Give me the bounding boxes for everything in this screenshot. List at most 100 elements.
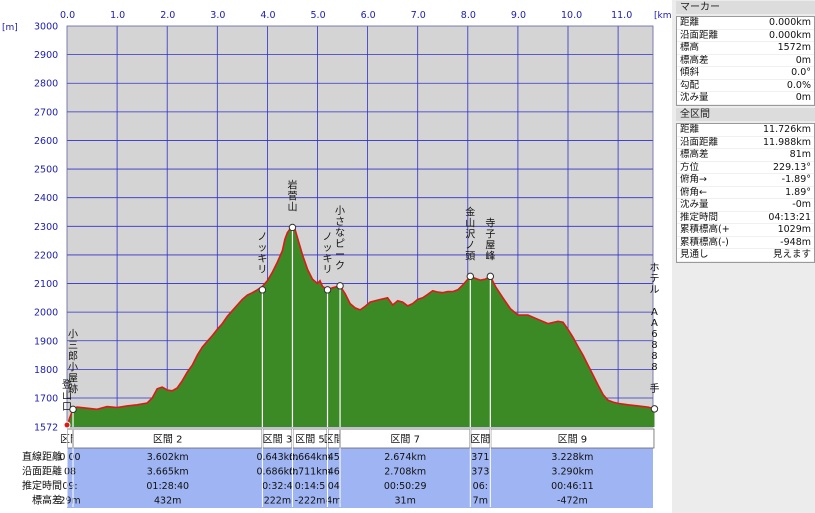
section-stat-value: 3.665km [147,467,189,478]
marker-panel-row-value: 0.0% [786,79,811,91]
x-tick-label: 5.0 [311,10,326,21]
total-panel: 距離 11.726km 沿面距離 11.988km 標高差 81m 方位 229.13° 俯角→… [676,123,815,263]
total-panel-row-value: 見えます [772,249,811,260]
section-stat-value: 0.686km [256,467,298,478]
waypoint-label: 小三郎小屋跡 [68,328,78,395]
section-stat-value: 0.664km [289,452,331,463]
stat-row-label: 標高差 [32,494,62,507]
section-stat-value: -222m [295,496,326,507]
section-stat-value: 0.643km [256,452,298,463]
y-tick-label: 1900 [34,336,58,347]
marker-panel-row-value: 0m [795,92,811,103]
section-stat-value: 432m [154,496,181,507]
section-stat-value: 3.602km [147,452,189,463]
total-panel-row: 標高差 81m [677,149,814,162]
section-stat-value: 371 [471,452,489,463]
x-tick-label: 0.0 [60,10,75,21]
y-tick-label: 2200 [34,250,58,261]
section-label: 区間 5 [295,434,325,446]
total-panel-row-value: -1.89° [781,174,811,185]
marker-panel-row-label: 距離 [680,17,700,28]
marker-panel-row-label: 沈み量 [680,92,709,103]
marker-panel-row-label: 標高差 [680,54,709,66]
y-tick-label: 2700 [34,107,58,118]
total-panel-row: 方位 229.13° [677,161,814,174]
waypoint-marker[interactable] [288,223,297,232]
total-panel-row-value: 11.726km [763,124,811,135]
waypoint-marker[interactable] [258,286,267,294]
marker-panel-title: マーカー [676,1,815,14]
section-label: 区間 7 [390,434,420,446]
section-stat-value: 06: [473,481,488,492]
section-stat-value: 2.674km [384,452,426,463]
y-tick-label: 3000 [34,22,58,33]
waypoint-label: 寺子屋峰 [485,217,495,262]
y-tick-label: 2800 [34,79,58,90]
marker-panel-row: 勾配 0.0% [677,79,814,92]
x-tick-label: 7.0 [411,10,426,21]
waypoint-marker[interactable] [466,272,475,281]
section-stat-value: 45 [328,452,340,463]
section-stat-value: 3.228km [551,452,593,463]
total-panel-row-value: 04:13:21 [768,211,811,223]
total-panel-row-value: 81m [789,149,811,160]
section-stat-value: 0:32:4 [262,481,293,492]
y-tick-label: 2100 [34,279,58,290]
waypoint-marker[interactable] [323,286,332,294]
total-panel-row-value: 229.13° [773,161,811,173]
total-panel-row-value: -948m [780,236,811,248]
y-tick-label: 1700 [34,394,58,405]
marker-panel-row-label: 標高 [680,42,700,53]
total-panel-row-value: 11.988km [763,136,811,148]
total-panel-row-label: 累積標高(+) [680,224,730,235]
section-stat-value: 08 [64,467,76,478]
waypoint-marker[interactable] [63,421,71,429]
section-label: 区間 [470,434,490,446]
x-tick-label: 6.0 [361,10,376,21]
waypoint-marker[interactable] [486,272,495,281]
section-stat-value: 31m [395,496,416,507]
x-axis-unit-label: [km] [654,11,672,21]
section-stat-value: 01:28:40 [146,481,189,492]
y-tick-label: 1800 [34,365,58,376]
section-stat-value: 00:46:11 [551,481,594,492]
total-panel-row: 見通し 見えます [677,249,814,262]
total-panel-row-label: 俯角→ [680,174,707,185]
section-label: 区間 2 [153,434,183,446]
marker-panel-row: 標高差 0m [677,54,814,67]
marker-panel-row: 沿面距離 0.000km [677,29,814,42]
section-stat-value: 00:50:29 [384,481,427,492]
marker-panel-row-value: 1572m [777,42,811,53]
section-label: 区間 9 [558,434,588,446]
x-tick-label: 9.0 [511,10,526,21]
waypoint-marker[interactable] [336,282,344,290]
total-panel-row: 俯角→ -1.89° [677,174,814,187]
waypoint-marker[interactable] [69,405,77,414]
x-tick-label: 11.0 [611,10,632,21]
total-panel-row: 距離 11.726km [677,124,814,137]
x-tick-label: 1.0 [110,10,125,21]
marker-panel-row: 傾斜 0.0° [677,67,814,80]
total-panel-row: 沿面距離 11.988km [677,136,814,149]
waypoint-label: 金山沢ノ頭 [465,205,475,262]
section-stat-value: -472m [557,496,588,507]
marker-panel: 距離 0.000km 沿面距離 0.000km 標高 1572m 標高差 0m 傾斜 0.0° 勾配… [676,16,815,106]
x-tick-label: 8.0 [461,10,476,21]
marker-panel-row-value: 0.000km [769,17,811,28]
section-stat-value: 222m [264,496,291,507]
marker-panel-row: 沈み量 0m [677,92,814,105]
section-stat-value: 0.711km [289,467,331,478]
total-panel-row-label: 見通し [680,249,709,260]
stat-row-label: 沿面距離 [22,465,62,478]
waypoint-label: ノッキリ [257,232,267,276]
x-tick-label: 10.0 [561,10,582,21]
marker-panel-row-label: 勾配 [680,79,700,91]
waypoint-label: 岩菅山 [287,178,297,213]
total-panel-title: 全区間 [676,108,815,121]
waypoint-marker[interactable] [650,405,659,413]
section-stat-value: 7m [473,496,488,507]
marker-panel-row: 距離 0.000km [677,17,814,30]
marker-panel-row-label: 沿面距離 [680,29,719,41]
